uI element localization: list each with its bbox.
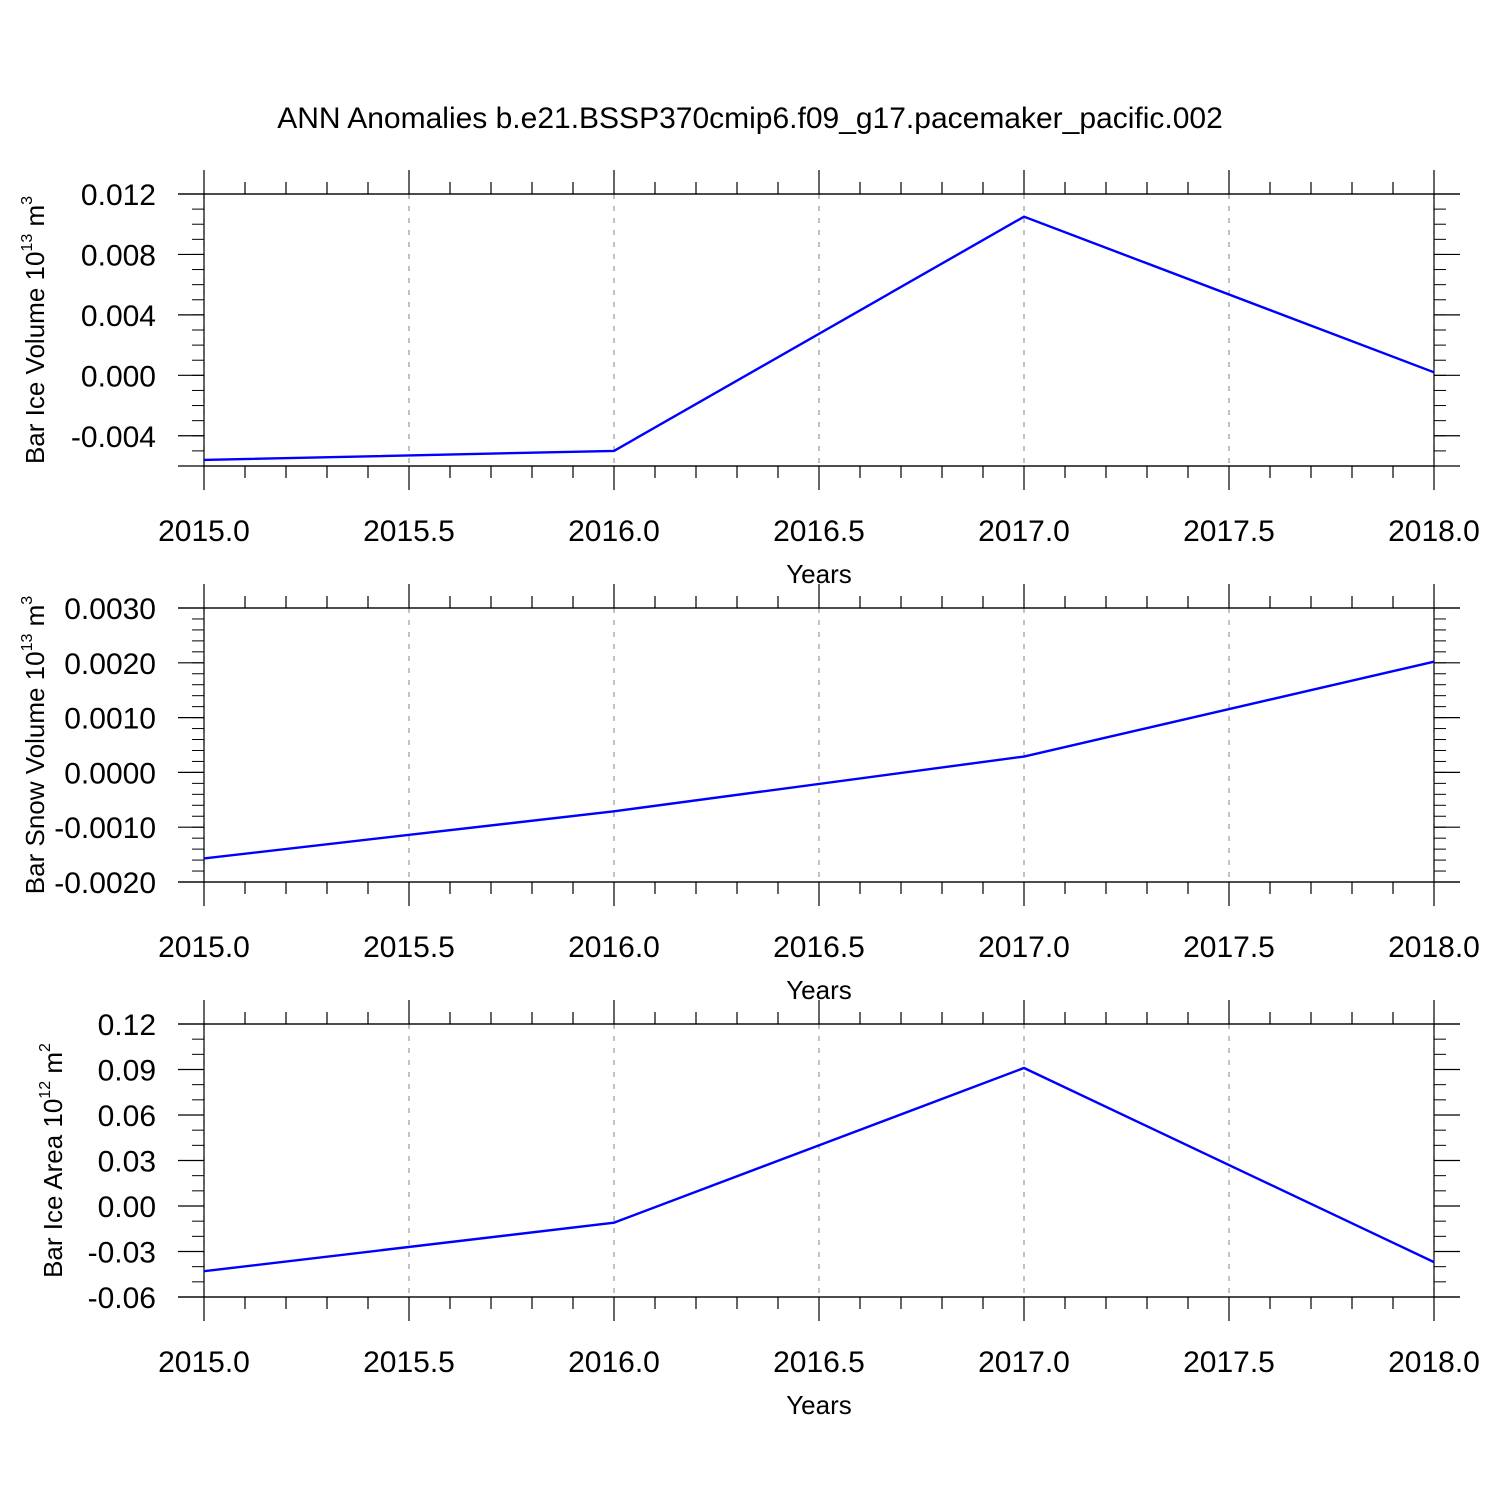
x-tick-label: 2016.0 [568,931,660,964]
series-line [203,1066,1435,1273]
x-tick-label: 2016.5 [773,515,865,548]
x-tick-label: 2017.0 [978,1346,1070,1379]
y-tick-label: 0.0010 [64,703,156,736]
x-tick-label: 2018.0 [1388,1346,1480,1379]
y-tick-label: 0.00 [98,1191,156,1224]
x-tick-label: 2017.5 [1183,1346,1275,1379]
panel-snow-volume: 2015.0 2015.5 2016.0 2016.5 2017.0 2017.5 2018… [19,584,1480,1005]
x-tick-label: 2017.0 [978,515,1070,548]
y-axis-label: Bar Ice Area 1012 m2 [37,1043,68,1278]
y-tick-label: 0.000 [81,360,156,393]
x-tick-label: 2016.5 [773,1346,865,1379]
y-tick-label: -0.0020 [54,867,156,900]
x-tick-label: 2015.0 [158,515,250,548]
y-axis-label: Bar Snow Volume 1013 m3 [19,596,50,895]
x-tick-label: 2018.0 [1388,931,1480,964]
y-tick-label: 0.03 [98,1146,156,1179]
x-tick-label: 2015.0 [158,1346,250,1379]
y-tick-label: 0.0020 [64,648,156,681]
y-tick-label: 0.004 [81,300,156,333]
y-tick-label: 0.09 [98,1055,156,1088]
y-tick-label: -0.0010 [54,812,156,845]
y-tick-label: 0.012 [81,179,156,212]
panel-ice-volume: 2015.0 2015.5 2016.0 2016.5 2017.0 2017.5 2018… [19,170,1480,589]
x-tick-label: 2015.5 [363,1346,455,1379]
x-tick-label: 2016.0 [568,1346,660,1379]
panel-ice-area: 2015.0 2015.5 2016.0 2016.5 2017.0 2017.5 2018… [37,1000,1480,1420]
series-line [203,660,1435,860]
x-tick-label: 2017.5 [1183,515,1275,548]
y-tick-label: -0.004 [71,421,156,454]
series-line [203,215,1435,462]
x-tick-label: 2015.5 [363,515,455,548]
x-tick-label: 2018.0 [1388,515,1480,548]
figure-title: ANN Anomalies b.e21.BSSP370cmip6.f09_g17… [277,102,1223,135]
y-tick-label: 0.0000 [64,757,156,790]
x-tick-label: 2015.5 [363,931,455,964]
x-tick-label: 2016.5 [773,931,865,964]
x-tick-label: 2017.5 [1183,931,1275,964]
y-tick-label: 0.0030 [64,593,156,626]
y-tick-label: -0.03 [88,1237,156,1270]
y-axis-label: Bar Ice Volume 1013 m3 [19,196,50,464]
y-tick-label: -0.06 [88,1282,156,1315]
y-tick-label: 0.008 [81,239,156,272]
x-tick-label: 2016.0 [568,515,660,548]
y-tick-label: 0.06 [98,1100,156,1133]
y-tick-label: 0.12 [98,1009,156,1042]
x-axis-label: Years [786,1390,852,1420]
x-tick-label: 2015.0 [158,931,250,964]
x-tick-label: 2017.0 [978,931,1070,964]
